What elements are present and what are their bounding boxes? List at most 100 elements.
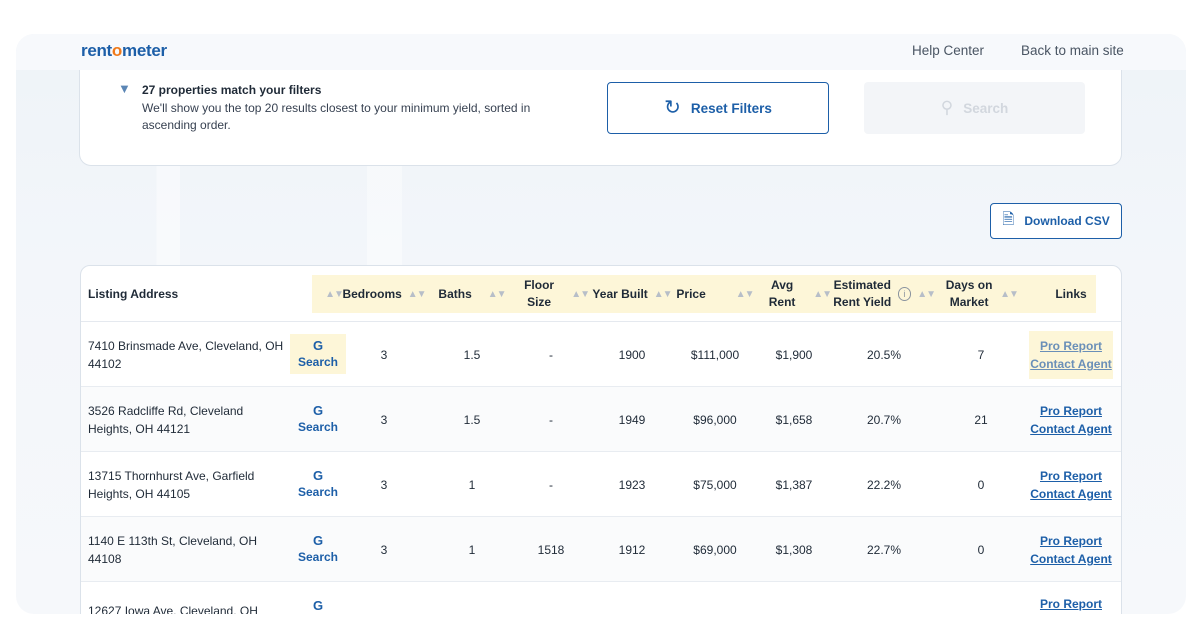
header-highlight	[312, 275, 1096, 313]
back-to-main-link[interactable]: Back to main site	[1021, 43, 1124, 58]
cell-price: $75,000	[693, 477, 737, 492]
header-floor-size[interactable]: Floor Size ▲▼	[524, 278, 590, 309]
cell-listing-address: 7410 Brinsmade Ave, Cleveland, OH 44102	[88, 338, 284, 371]
cell-rent-yield	[833, 582, 935, 614]
sort-icon: ▲▼	[1000, 288, 1019, 300]
pro-report-link[interactable]: Pro Report	[1039, 534, 1102, 548]
cell-avg-rent: $1,658	[775, 412, 813, 427]
table-header: Listing Address ▲▼ Bedrooms ▲▼ Baths ▲▼ Fl…	[81, 266, 1121, 322]
download-csv-label: Download CSV	[1024, 214, 1110, 228]
header-baths[interactable]: Baths ▲▼	[438, 286, 507, 301]
listing-links: Pro Report Contact Agent	[1029, 526, 1113, 574]
filter-summary-card: ▼ 27 properties match your filters We'll…	[79, 70, 1122, 166]
table-row: 12627 Iowa Ave, Cleveland, OH 44108 G Pro …	[81, 582, 1121, 614]
cell-year-built: 1912	[618, 542, 646, 557]
cell-floor-size: -	[549, 477, 553, 492]
reset-filters-button[interactable]: ↻ Reset Filters	[607, 82, 829, 134]
cell-days-on-market: 7	[977, 347, 985, 362]
match-count-title: 27 properties match your filters	[142, 83, 322, 97]
cell-bedrooms: 3	[380, 477, 388, 492]
google-icon: G	[312, 533, 324, 548]
sort-icon: ▲▼	[813, 288, 832, 300]
cell-days-on-market: 0	[977, 477, 985, 492]
listing-links: Pro Report Contact Agent	[1029, 461, 1113, 509]
google-search-label: Search	[297, 550, 339, 564]
cell-listing-address: 3526 Radcliffe Rd, Cleveland Heights, OH…	[88, 403, 244, 436]
pro-report-link[interactable]: Pro Report	[1039, 469, 1102, 483]
google-search-link[interactable]: G Search	[290, 529, 346, 569]
cell-days-on-market	[937, 582, 1025, 614]
info-icon: i	[897, 287, 912, 301]
cell-bedrooms	[343, 582, 425, 614]
google-search-label: Search	[297, 355, 339, 369]
google-search-link[interactable]: G Search	[290, 464, 346, 504]
cell-baths: 1.5	[463, 412, 481, 427]
sort-icon: ▲▼	[653, 288, 673, 300]
contact-agent-link[interactable]: Contact Agent	[1030, 422, 1112, 436]
cell-rent-yield: 20.7%	[866, 412, 902, 427]
filter-icon: ▼	[118, 81, 131, 96]
header-estimated-rent-yield[interactable]: Estimated Rent Yield i ▲▼	[833, 278, 936, 309]
file-download-icon: 🗎	[1002, 210, 1015, 228]
cell-baths: 1	[468, 542, 476, 557]
google-search-link[interactable]: G	[290, 598, 346, 614]
cell-price: $69,000	[693, 542, 737, 557]
google-search-link[interactable]: G Search	[290, 399, 346, 439]
top-bar: rentometer Help Center Back to main site	[16, 34, 1186, 70]
cell-baths: 1.5	[463, 347, 481, 362]
listing-links: Pro Report	[1029, 596, 1113, 614]
cell-bedrooms: 3	[380, 542, 388, 557]
cell-avg-rent	[757, 582, 831, 614]
search-icon: ⚲	[940, 98, 954, 117]
sort-icon: ▲▼	[325, 288, 344, 300]
google-search-link[interactable]: G Search	[290, 334, 346, 374]
header-price[interactable]: Price ▲▼	[676, 286, 755, 301]
cell-listing-address: 13715 Thornhurst Ave, Garfield Heights, …	[88, 468, 255, 501]
download-csv-button[interactable]: 🗎 Download CSV	[990, 203, 1122, 239]
sort-icon: ▲▼	[571, 288, 590, 300]
header-links: Links	[1055, 286, 1087, 301]
cell-price	[677, 582, 753, 614]
header-year-built[interactable]: Year Built ▲▼	[592, 286, 673, 301]
table-row: 13715 Thornhurst Ave, Garfield Heights, …	[81, 452, 1121, 517]
pro-report-link[interactable]: Pro Report	[1039, 597, 1102, 611]
reset-filters-label: Reset Filters	[690, 100, 772, 116]
cell-avg-rent: $1,387	[775, 477, 813, 492]
table-row: 7410 Brinsmade Ave, Cleveland, OH 44102 G…	[81, 322, 1121, 387]
cell-bedrooms: 3	[380, 412, 388, 427]
cell-baths: 1	[468, 477, 476, 492]
contact-agent-link[interactable]: Contact Agent	[1030, 357, 1112, 371]
cell-listing-address: 1140 E 113th St, Cleveland, OH 44108	[88, 533, 257, 566]
header-avg-rent[interactable]: Avg Rent ▲▼	[768, 278, 832, 309]
header-bedrooms[interactable]: Bedrooms ▲▼	[342, 286, 426, 301]
match-description: We'll show you the top 20 results closes…	[142, 101, 531, 132]
header-days-on-market[interactable]: Days on Market ▲▼	[945, 278, 1019, 309]
cell-year-built	[592, 582, 672, 614]
cell-price: $111,000	[690, 347, 740, 362]
app-frame: rentometer Help Center Back to main site…	[16, 34, 1186, 614]
table-row: 1140 E 113th St, Cleveland, OH 44108 G Sea…	[81, 517, 1121, 582]
search-button[interactable]: ⚲ Search	[864, 82, 1085, 134]
cell-baths	[431, 582, 513, 614]
sort-icon: ▲▼	[487, 288, 507, 300]
cell-rent-yield: 20.5%	[866, 347, 902, 362]
pro-report-link[interactable]: Pro Report	[1039, 339, 1102, 353]
refresh-icon: ↻	[664, 97, 681, 119]
cell-price: $96,000	[693, 412, 737, 427]
cell-days-on-market: 21	[974, 412, 988, 427]
google-icon: G	[312, 468, 324, 483]
contact-agent-link[interactable]: Contact Agent	[1030, 487, 1112, 501]
google-icon: G	[312, 598, 324, 613]
help-center-link[interactable]: Help Center	[912, 43, 985, 58]
google-search-label: Search	[297, 420, 339, 434]
header-search-sort[interactable]: ▲▼	[321, 266, 344, 322]
sort-icon: ▲▼	[735, 288, 755, 300]
listing-links: Pro Report Contact Agent	[1029, 396, 1113, 444]
cell-rent-yield: 22.7%	[866, 542, 902, 557]
search-label: Search	[963, 100, 1009, 116]
contact-agent-link[interactable]: Contact Agent	[1030, 552, 1112, 566]
cell-rent-yield: 22.2%	[866, 477, 902, 492]
cell-floor-size: 1518	[537, 542, 565, 557]
rentometer-logo[interactable]: rentometer	[81, 41, 167, 60]
pro-report-link[interactable]: Pro Report	[1039, 404, 1102, 418]
